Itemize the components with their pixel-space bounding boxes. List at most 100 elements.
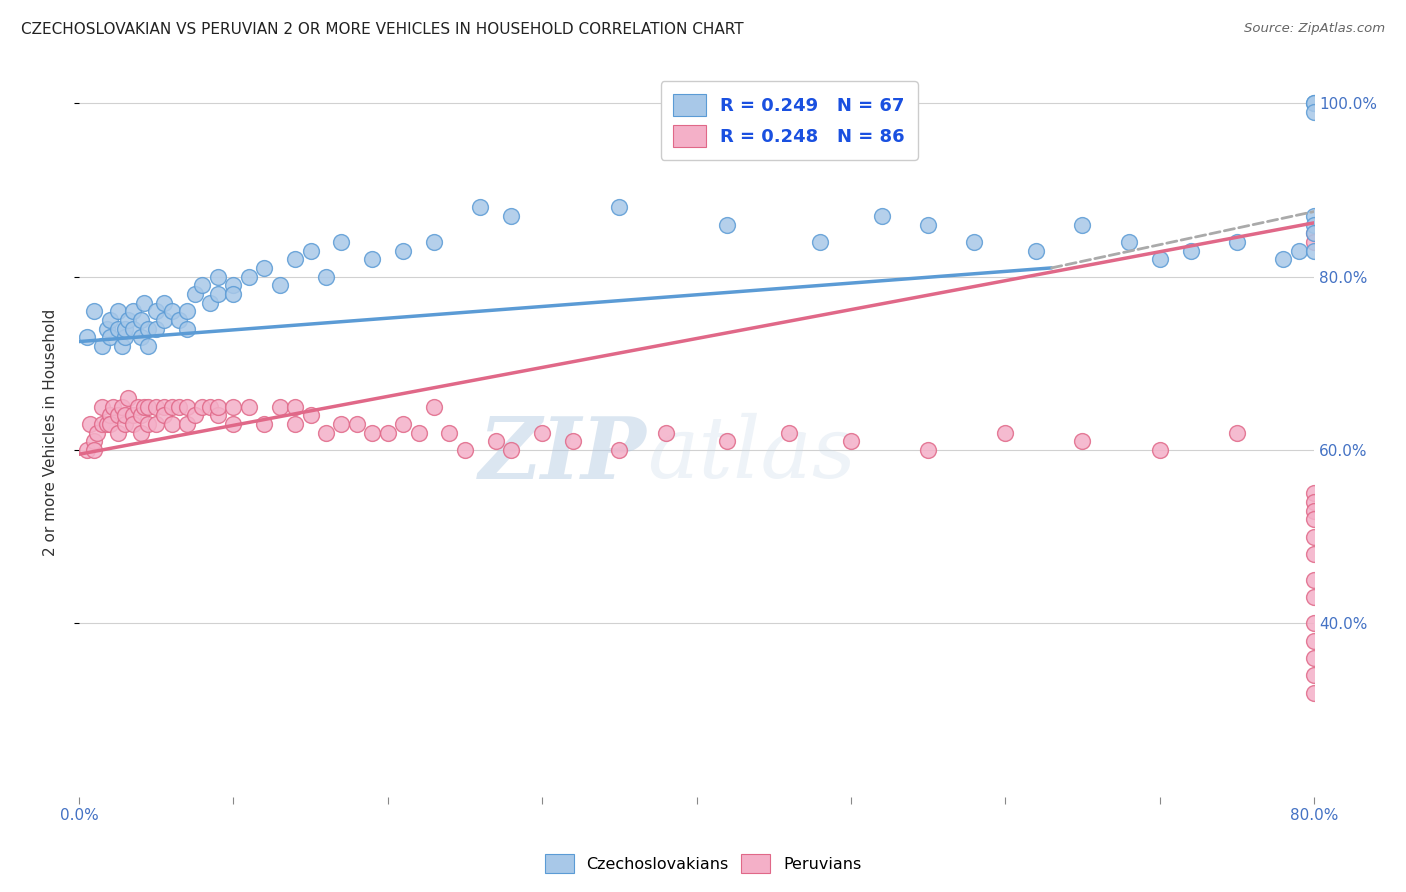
Point xyxy=(1303,226,1326,240)
Point xyxy=(531,425,554,440)
Point xyxy=(98,409,121,423)
Point xyxy=(917,218,939,232)
Point xyxy=(963,235,986,249)
Point xyxy=(207,269,229,284)
Point xyxy=(129,425,152,440)
Point xyxy=(184,409,207,423)
Point xyxy=(1226,235,1249,249)
Point xyxy=(654,425,676,440)
Point xyxy=(1303,104,1326,119)
Point xyxy=(607,442,630,457)
Point xyxy=(501,442,523,457)
Point xyxy=(198,400,221,414)
Point xyxy=(98,313,121,327)
Point xyxy=(284,417,307,431)
Point xyxy=(1288,244,1310,258)
Point xyxy=(392,244,415,258)
Point xyxy=(778,425,800,440)
Point xyxy=(439,425,461,440)
Point xyxy=(91,400,114,414)
Point xyxy=(111,400,134,414)
Point xyxy=(1303,96,1326,111)
Point xyxy=(83,442,105,457)
Point xyxy=(716,434,738,449)
Point xyxy=(1303,495,1326,509)
Point xyxy=(96,321,118,335)
Point xyxy=(562,434,585,449)
Text: CZECHOSLOVAKIAN VS PERUVIAN 2 OR MORE VEHICLES IN HOUSEHOLD CORRELATION CHART: CZECHOSLOVAKIAN VS PERUVIAN 2 OR MORE VE… xyxy=(21,22,744,37)
Point xyxy=(423,235,446,249)
Point xyxy=(1025,244,1047,258)
Point xyxy=(96,417,118,431)
Point xyxy=(299,409,322,423)
Point xyxy=(222,417,245,431)
Point xyxy=(98,417,121,431)
Text: Source: ZipAtlas.com: Source: ZipAtlas.com xyxy=(1244,22,1385,36)
Point xyxy=(198,295,221,310)
Point xyxy=(423,400,446,414)
Point xyxy=(117,313,139,327)
Point xyxy=(153,400,176,414)
Point xyxy=(1303,503,1326,517)
Point xyxy=(1149,442,1171,457)
Point xyxy=(485,434,508,449)
Point xyxy=(607,200,630,214)
Point xyxy=(169,400,191,414)
Point xyxy=(253,417,276,431)
Point xyxy=(392,417,415,431)
Point xyxy=(408,425,430,440)
Point xyxy=(222,400,245,414)
Point xyxy=(86,425,108,440)
Point xyxy=(238,269,260,284)
Point xyxy=(1180,244,1202,258)
Point xyxy=(122,409,145,423)
Point xyxy=(107,321,129,335)
Point xyxy=(1303,591,1326,605)
Point xyxy=(114,321,136,335)
Point xyxy=(1303,686,1326,700)
Point xyxy=(153,409,176,423)
Point xyxy=(1071,434,1094,449)
Point xyxy=(145,400,167,414)
Point xyxy=(1303,616,1326,631)
Point xyxy=(91,339,114,353)
Point xyxy=(169,313,191,327)
Point xyxy=(176,304,198,318)
Point xyxy=(138,321,160,335)
Point xyxy=(114,409,136,423)
Point xyxy=(1303,573,1326,587)
Point xyxy=(160,400,183,414)
Point xyxy=(253,260,276,275)
Point xyxy=(1303,651,1326,665)
Point xyxy=(1303,96,1326,111)
Point xyxy=(127,400,149,414)
Point xyxy=(1303,486,1326,500)
Point xyxy=(361,252,384,267)
Point xyxy=(176,321,198,335)
Point xyxy=(107,304,129,318)
Point xyxy=(145,321,167,335)
Text: atlas: atlas xyxy=(647,413,856,496)
Point xyxy=(1303,235,1326,249)
Legend: R = 0.249   N = 67, R = 0.248   N = 86: R = 0.249 N = 67, R = 0.248 N = 86 xyxy=(661,81,918,160)
Point xyxy=(1303,512,1326,526)
Point xyxy=(1303,530,1326,544)
Point xyxy=(191,278,214,293)
Point xyxy=(76,442,98,457)
Point xyxy=(176,417,198,431)
Point xyxy=(269,278,291,293)
Point xyxy=(98,330,121,344)
Point xyxy=(284,252,307,267)
Point xyxy=(79,417,101,431)
Point xyxy=(122,321,145,335)
Point xyxy=(994,425,1017,440)
Point xyxy=(153,313,176,327)
Point xyxy=(238,400,260,414)
Point xyxy=(1303,668,1326,682)
Point xyxy=(184,286,207,301)
Point xyxy=(330,417,353,431)
Point xyxy=(361,425,384,440)
Point xyxy=(1303,209,1326,223)
Point xyxy=(107,425,129,440)
Point xyxy=(1149,252,1171,267)
